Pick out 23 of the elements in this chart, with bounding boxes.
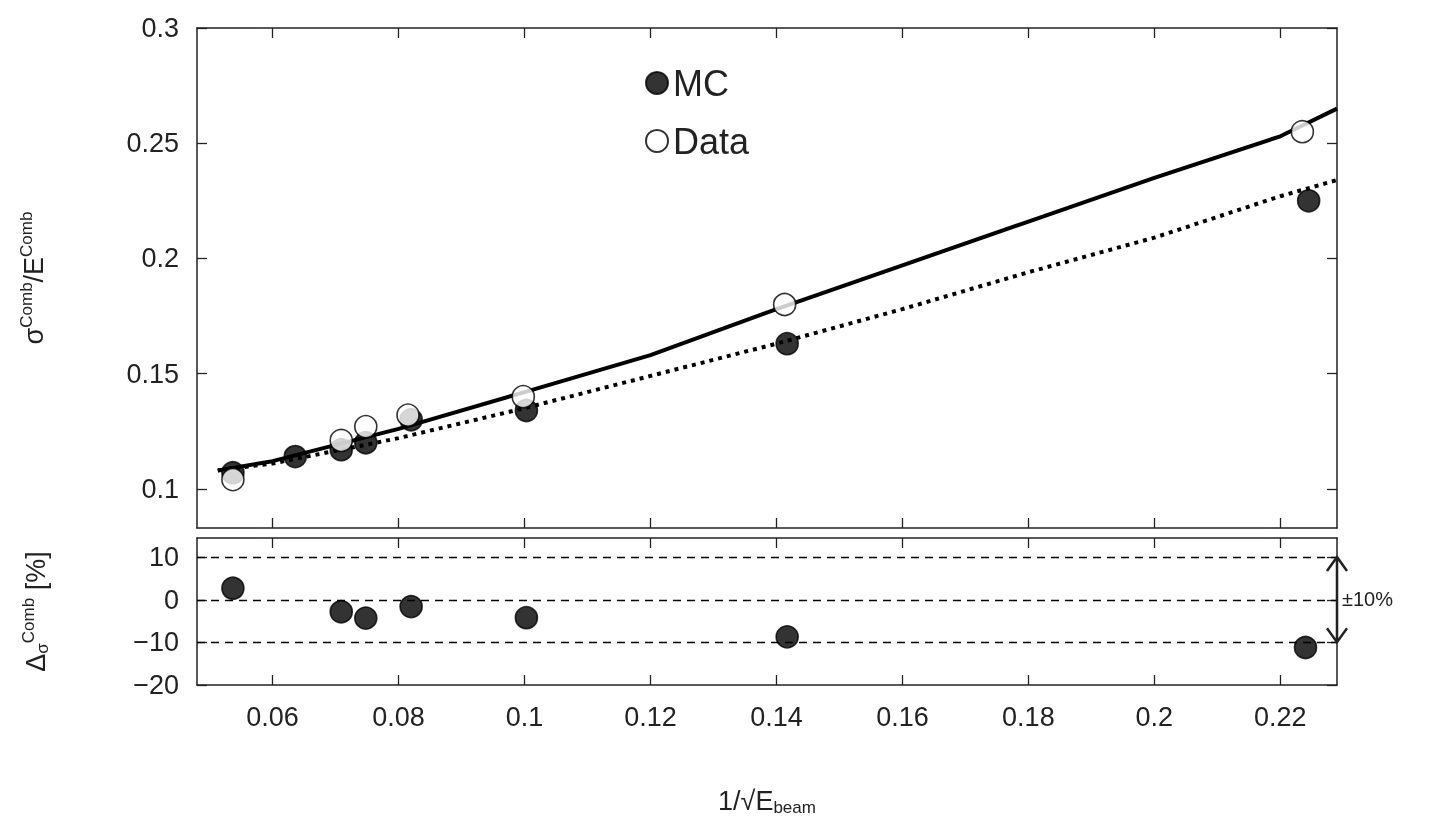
y-tick-label: −20 xyxy=(133,670,179,700)
x-tick-label: 0.12 xyxy=(624,701,677,732)
y-tick-label: 10 xyxy=(148,542,179,573)
y-tick-label: −10 xyxy=(133,627,179,658)
text: ±10% xyxy=(1342,587,1394,611)
y-axis-title: σComb/EComb xyxy=(17,211,49,345)
x-tick-label: 0.08 xyxy=(372,701,425,732)
x-tick-label: 0.1 xyxy=(505,701,544,732)
x-tick-label: 0.18 xyxy=(1002,701,1055,732)
x-tick-label: 0.16 xyxy=(876,701,929,732)
y-axis-title: ΔσComb [%] xyxy=(19,551,52,672)
y-tick-label: 0.25 xyxy=(126,128,179,159)
x-tick-label: 0.2 xyxy=(1135,701,1174,732)
y-tick-label: 0.15 xyxy=(126,358,179,389)
y-tick-label: 0.3 xyxy=(141,13,179,43)
x-tick-label: 0.06 xyxy=(246,701,299,732)
y-tick-label: 0.1 xyxy=(141,473,179,504)
legend-label: Data xyxy=(673,120,751,162)
x-tick-label: 0.22 xyxy=(1254,701,1307,732)
y-tick-label: 0 xyxy=(163,584,179,615)
y-tick-label: 0.2 xyxy=(141,243,179,274)
x-tick-label: 0.14 xyxy=(750,701,803,732)
legend-label: MC xyxy=(673,62,729,104)
